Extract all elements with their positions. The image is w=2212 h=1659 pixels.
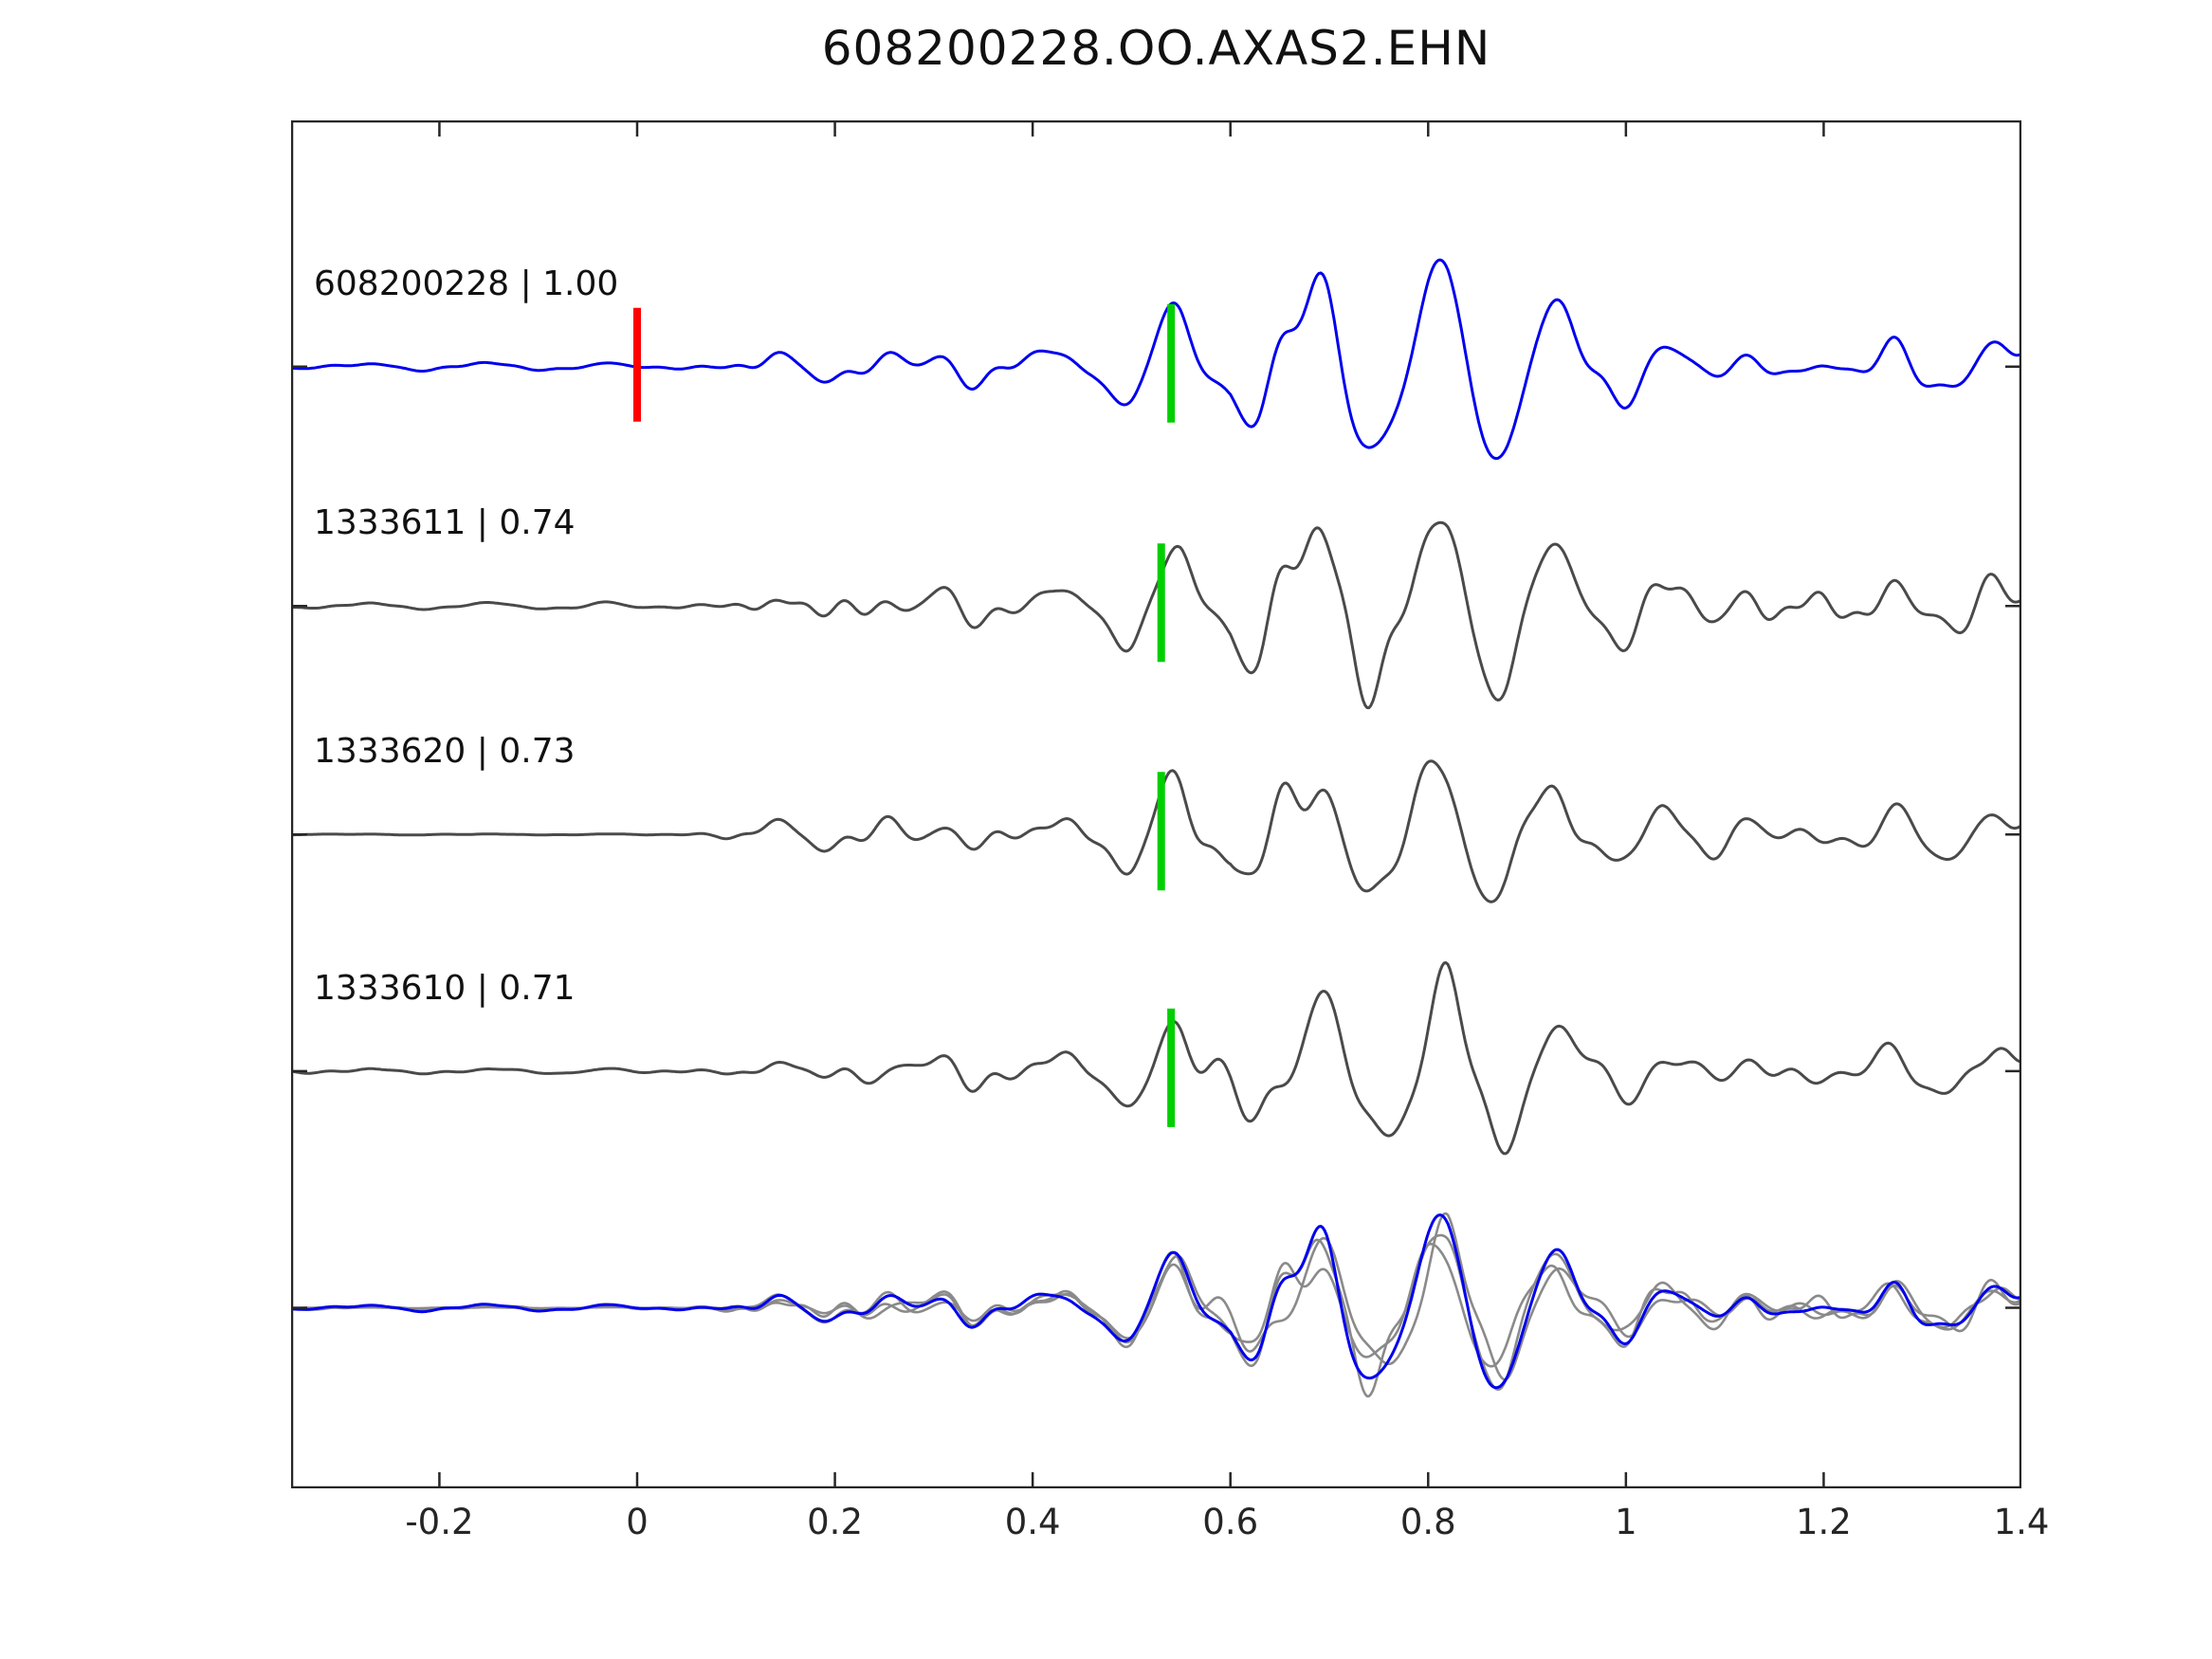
chart-title: 608200228.OO.AXAS2.EHN	[821, 21, 1491, 76]
waveform-trace	[291, 1213, 2021, 1390]
waveform-trace	[291, 1233, 2021, 1398]
x-tick-label: 0.8	[1399, 1502, 1456, 1542]
x-tick-label: 1.2	[1796, 1502, 1852, 1542]
waveform-trace	[291, 759, 2021, 903]
trace-label-detection-3: 1333610 | 0.71	[314, 968, 576, 1008]
x-tick-label: 0	[626, 1502, 649, 1542]
trace-label-template: 608200228 | 1.00	[314, 264, 619, 303]
x-axis: -0.2 0 0.2 0.4 0.6 0.8 1 1.2 1.4	[291, 1502, 2049, 1549]
waveform-trace	[291, 258, 2021, 461]
x-tick-label: 0.6	[1202, 1502, 1259, 1542]
plot-area: 608200228 | 1.00 1333611 | 0.74 1333620 …	[291, 120, 2021, 1488]
x-tick-label: 0.2	[807, 1502, 863, 1542]
axes-border	[291, 120, 2021, 1488]
x-tick-label: 1	[1615, 1502, 1637, 1542]
x-tick-label: 1.4	[1993, 1502, 2050, 1542]
waveform-trace	[291, 1212, 2021, 1381]
x-tick-label: 0.4	[1004, 1502, 1061, 1542]
waveform-trace	[291, 961, 2021, 1156]
waveform-trace	[291, 520, 2021, 710]
x-tick-label: -0.2	[405, 1502, 474, 1542]
trace-label-detection-1: 1333611 | 0.74	[314, 503, 576, 543]
trace-label-detection-2: 1333620 | 0.73	[314, 732, 576, 772]
waveform-chart	[291, 120, 2021, 1488]
